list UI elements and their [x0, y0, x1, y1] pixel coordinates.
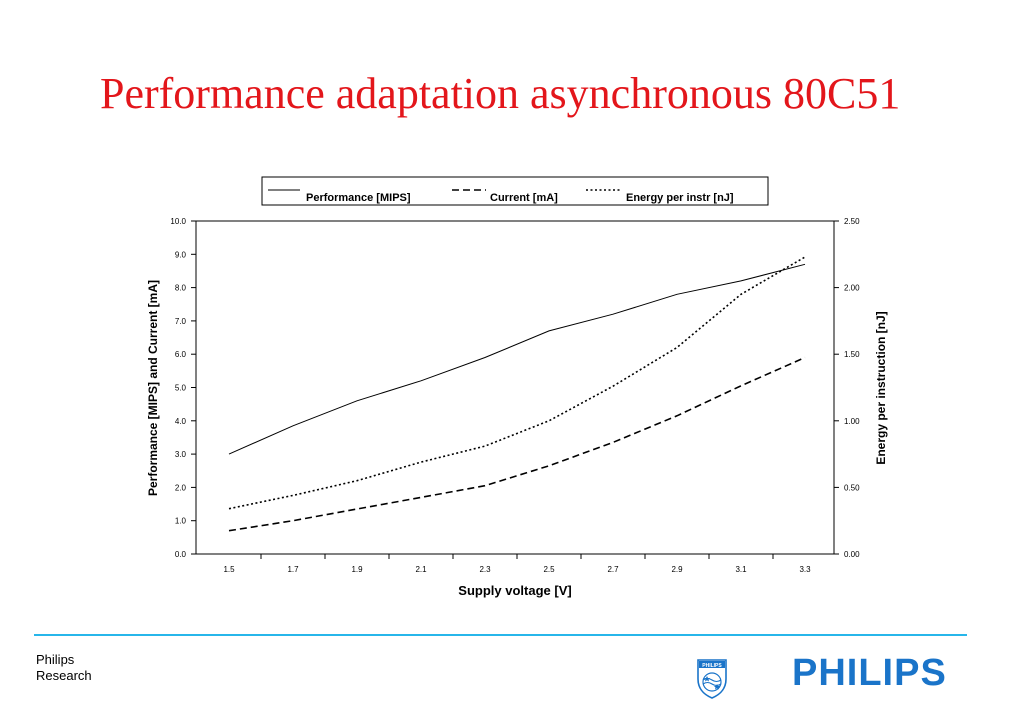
slide-title: Performance adaptation asynchronous 80C5… — [100, 69, 901, 118]
footer-line-1: Philips — [36, 652, 75, 667]
y-left-tick-label: 6.0 — [175, 350, 187, 359]
x-tick-label: 1.7 — [287, 565, 299, 574]
y-axis-right-label: Energy per instruction [nJ] — [874, 311, 888, 464]
legend: Performance [MIPS] Current [mA] Energy per… — [261, 176, 769, 206]
series-line-2 — [228, 356, 806, 532]
y-right-tick-label: 0.00 — [844, 550, 860, 559]
x-tick-label: 2.5 — [543, 565, 555, 574]
y-right-tick-label: 1.50 — [844, 350, 860, 359]
shield-label: PHILIPS — [702, 663, 722, 669]
y-left-tick-label: 4.0 — [175, 417, 187, 426]
footer-line-2: Research — [36, 668, 92, 683]
y-right-tick-label: 2.00 — [844, 284, 860, 293]
y-left-tick-label: 5.0 — [175, 384, 187, 393]
philips-shield-icon: PHILIPS — [697, 659, 727, 699]
series-line-1 — [228, 263, 806, 455]
y-left-tick-label: 1.0 — [175, 517, 187, 526]
y-axis-left-label: Performance [MIPS] and Current [mA] — [146, 280, 160, 496]
y-right-tick-label: 1.00 — [844, 417, 860, 426]
legend-label-3: Energy per instr [nJ] — [626, 192, 734, 204]
line-chart: Performance [MIPS] Current [mA] Energy per… — [146, 176, 888, 598]
legend-label-2: Current [mA] — [490, 192, 558, 204]
legend-label-1: Performance [MIPS] — [306, 192, 411, 204]
x-tick-label: 2.7 — [607, 565, 619, 574]
y-left-tick-label: 2.0 — [175, 483, 187, 492]
y-right-tick-label: 2.50 — [844, 217, 860, 226]
x-tick-label: 2.3 — [479, 565, 491, 574]
y-left-tick-label: 9.0 — [175, 250, 187, 259]
y-left-tick-label: 10.0 — [170, 217, 186, 226]
y-left-tick-label: 7.0 — [175, 317, 187, 326]
legend-box — [261, 176, 769, 206]
x-tick-label: 1.9 — [351, 565, 363, 574]
x-tick-label: 2.9 — [671, 565, 683, 574]
y-right-tick-label: 0.50 — [844, 483, 860, 492]
footer-divider — [34, 634, 967, 636]
y-left-tick-label: 0.0 — [175, 550, 187, 559]
x-tick-label: 3.3 — [799, 565, 811, 574]
x-axis-label: Supply voltage [V] — [458, 583, 571, 598]
x-tick-label: 1.5 — [223, 565, 235, 574]
series-line-3 — [228, 256, 806, 510]
y-left-tick-label: 8.0 — [175, 284, 187, 293]
x-tick-label: 2.1 — [415, 565, 427, 574]
philips-wordmark: PHILIPS — [792, 652, 947, 694]
x-tick-label: 3.1 — [735, 565, 747, 574]
y-left-tick-label: 3.0 — [175, 450, 187, 459]
footer-org: Philips Research — [36, 652, 92, 684]
